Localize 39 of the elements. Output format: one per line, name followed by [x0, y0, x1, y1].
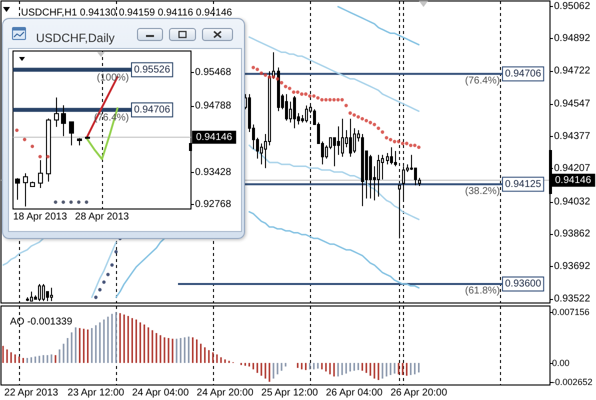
- y-tick-label: 0.94722: [554, 65, 591, 76]
- x-tick-label: 24 Apr 20:00: [196, 388, 254, 398]
- ref-line-label: 0.94146: [555, 174, 592, 186]
- x-tick-label: 22 Apr 2013: [4, 388, 59, 398]
- ref-line-label: 0.94706: [134, 104, 171, 116]
- y-tick-label: 0.93692: [554, 261, 591, 272]
- y-tick-label: 0.93428: [195, 166, 232, 178]
- y-tick-label: 0.94032: [554, 196, 591, 208]
- annotation: (38.2%): [464, 186, 500, 197]
- y-tick-label: 0.00: [552, 358, 570, 368]
- x-tick-label: 18 Apr 2013: [13, 212, 68, 222]
- x-tick-label: 26 Apr 04:00: [326, 388, 384, 398]
- y-tick-label: 0.94788: [195, 100, 232, 112]
- ref-line-label: 0.94125: [505, 178, 542, 190]
- x-tick-label: 24 Apr 04:00: [132, 388, 190, 398]
- ref-line-label: 0.93600: [505, 278, 542, 290]
- chart-title: USDCHF,Daily: [36, 31, 115, 45]
- ref-line-label: 0.94706: [505, 68, 542, 80]
- x-tick-label: 26 Apr 20:00: [390, 388, 448, 398]
- y-tick-label: 0.93522: [554, 293, 591, 304]
- annotation: (76.4%): [464, 75, 500, 86]
- y-tick-label: 0.94377: [554, 130, 591, 142]
- y-tick-label: 0.92768: [195, 199, 232, 210]
- ref-line-label: 0.94146: [196, 132, 233, 143]
- x-tick-label: 28 Apr 2013: [75, 212, 130, 222]
- y-tick-label: 0.007156: [552, 307, 590, 318]
- y-tick-label: 0.95062: [554, 0, 591, 12]
- x-tick-label: 25 Apr 12:00: [261, 388, 318, 398]
- y-tick-label: 0.93862: [554, 228, 591, 240]
- text: USDCHF,H1 0.94130 0.94159 0.94116 0.94146: [21, 8, 233, 18]
- y-tick-label: 0.95468: [195, 67, 232, 78]
- y-tick-label: -0.002652: [552, 376, 593, 387]
- text: AO -0.001339: [10, 316, 73, 328]
- x-tick-label: 23 Apr 12:00: [68, 388, 125, 398]
- y-tick-label: 0.94892: [554, 33, 591, 44]
- ref-line-label: 0.95526: [134, 64, 171, 76]
- y-tick-label: 0.94207: [554, 163, 591, 174]
- annotation: (61.8%): [464, 286, 500, 297]
- y-tick-label: 0.94547: [554, 98, 591, 110]
